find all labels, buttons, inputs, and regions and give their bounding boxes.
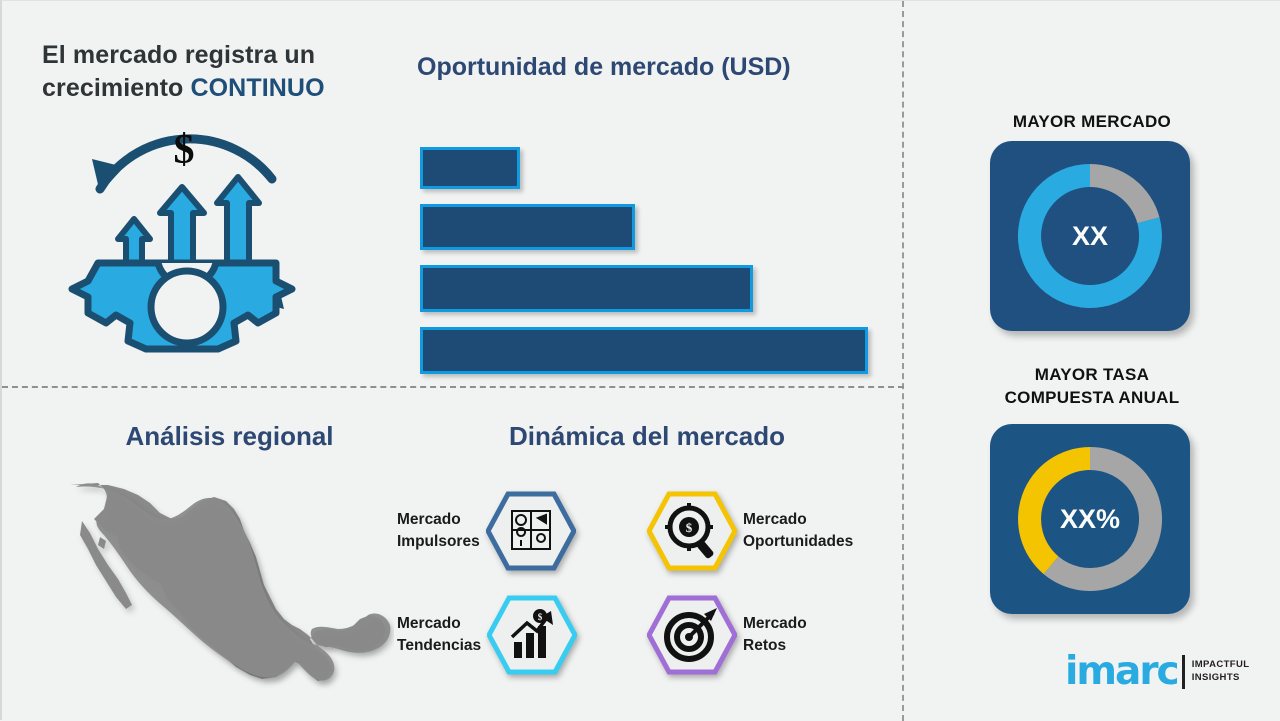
bar-chart-growth-icon: $	[487, 595, 578, 675]
bar-2	[420, 204, 635, 250]
challenges-label-line1: Mercado	[743, 614, 807, 632]
dynamics-grid: Mercado Impulsores	[397, 483, 897, 688]
logo-wordmark: imarc	[1065, 649, 1180, 694]
puzzle-pieces-icon	[485, 491, 576, 571]
largest-market-value: XX	[1071, 220, 1109, 251]
largest-market-heading: MAYOR MERCADO	[1012, 112, 1172, 131]
opportunities-label-line2: Oportunidades	[743, 533, 854, 550]
dynamics-item-challenges[interactable]: Mercado Retos	[647, 595, 807, 675]
largest-market-card: XX	[990, 141, 1190, 331]
svg-text:$: $	[538, 612, 543, 622]
magnifier-dollar-target-icon: $	[647, 491, 737, 571]
target-arrow-icon	[647, 595, 737, 675]
bar-3	[420, 265, 753, 312]
svg-text:$: $	[686, 520, 693, 535]
drivers-label-line2: Impulsores	[397, 533, 480, 550]
logo-divider	[1181, 654, 1185, 689]
logo-tagline-line2: INSIGHTS	[1191, 671, 1240, 683]
highest-cagr-donut	[1018, 447, 1163, 591]
dynamics-label-opportunities: Mercado Oportunidades	[743, 509, 853, 554]
highest-cagr-value: XX%	[1059, 503, 1121, 534]
mexico-map	[64, 479, 394, 694]
dynamics-item-trends[interactable]: Mercado Tendencias $	[397, 595, 578, 675]
growth-title: El mercado registra un crecimiento CONTI…	[42, 39, 392, 106]
growth-panel: El mercado registra un crecimiento CONTI…	[42, 39, 392, 106]
opportunities-label-line1: Mercado	[743, 510, 807, 528]
largest-market-donut	[1017, 163, 1162, 308]
challenges-label-line2: Retos	[743, 637, 787, 654]
horizontal-divider	[2, 386, 904, 388]
growth-gear-arrows-icon: $	[62, 111, 312, 356]
dynamics-item-opportunities[interactable]: $ Mercado Oportunidades	[647, 491, 853, 571]
drivers-label-line1: Mercado	[397, 510, 461, 528]
dynamics-label-trends: Mercado Tendencias	[397, 613, 481, 658]
logo-tagline-line1: IMPACTFUL	[1191, 658, 1250, 670]
dynamics-item-drivers[interactable]: Mercado Impulsores	[397, 491, 576, 571]
imarc-logo: imarc IMPACTFUL INSIGHTS	[1065, 652, 1249, 691]
trends-label-line2: Tendencias	[397, 637, 482, 654]
growth-title-line1: El mercado registra un	[42, 41, 316, 69]
highest-cagr-heading: MAYOR TASA COMPUESTA ANUAL	[952, 364, 1232, 410]
opportunity-title: Oportunidad de mercado (USD)	[417, 53, 791, 81]
growth-title-line2: crecimiento	[42, 74, 191, 103]
growth-title-accent: CONTINUO	[190, 74, 325, 103]
cagr-heading-line2: COMPUESTA ANUAL	[1004, 387, 1180, 407]
logo-tagline: IMPACTFUL INSIGHTS	[1192, 659, 1250, 685]
opportunity-panel: Oportunidad de mercado (USD)	[417, 53, 887, 82]
regional-title: Análisis regional	[125, 421, 334, 451]
vertical-divider	[902, 1, 904, 721]
dollar-sign: $	[174, 127, 195, 173]
highest-cagr-card: XX%	[990, 424, 1190, 614]
bar-1	[420, 147, 520, 189]
dynamics-title: Dinámica del mercado	[509, 421, 785, 451]
dynamics-label-challenges: Mercado Retos	[743, 613, 807, 658]
opportunity-bar-chart	[420, 147, 890, 389]
cagr-heading-line1: MAYOR TASA	[1034, 365, 1150, 384]
bar-4	[420, 327, 868, 374]
trends-label-line1: Mercado	[397, 614, 461, 632]
dynamics-label-drivers: Mercado Impulsores	[397, 509, 480, 554]
